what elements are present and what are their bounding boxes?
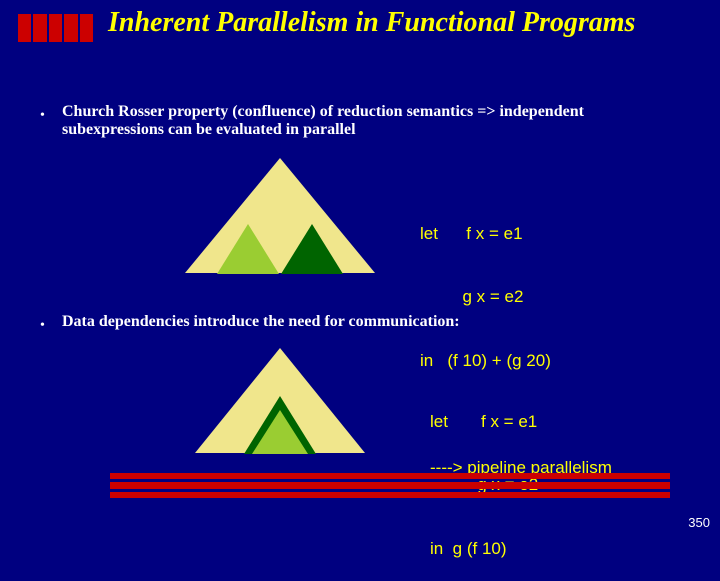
header-stripes [18, 14, 93, 42]
code2-line3: in g (f 10) [430, 538, 538, 559]
code-block-1: let f x = e1 g x = e2 in (f 10) + (g 20) [420, 180, 551, 393]
big-triangle-1 [185, 158, 375, 273]
bullet-1: Church Rosser property (confluence) of r… [62, 103, 672, 139]
triangle-group-1 [185, 158, 375, 273]
page-number: 350 [688, 515, 710, 530]
code2-line1: let f x = e1 [430, 411, 538, 432]
triangle-group-2 [195, 348, 365, 453]
sub-triangle-2-outer [252, 410, 308, 454]
code1-line1: let f x = e1 [420, 223, 551, 244]
slide-title: Inherent Parallelism in Functional Progr… [108, 8, 668, 39]
sub-triangle-1-left [217, 224, 279, 274]
bullet-dot-1: • [40, 108, 45, 124]
footer-stripes [110, 473, 670, 498]
bullet-dot-2: • [40, 318, 45, 334]
bullet-2: Data dependencies introduce the need for… [62, 313, 672, 331]
sub-triangle-1-right [281, 224, 343, 274]
code1-line2: g x = e2 [420, 286, 551, 307]
